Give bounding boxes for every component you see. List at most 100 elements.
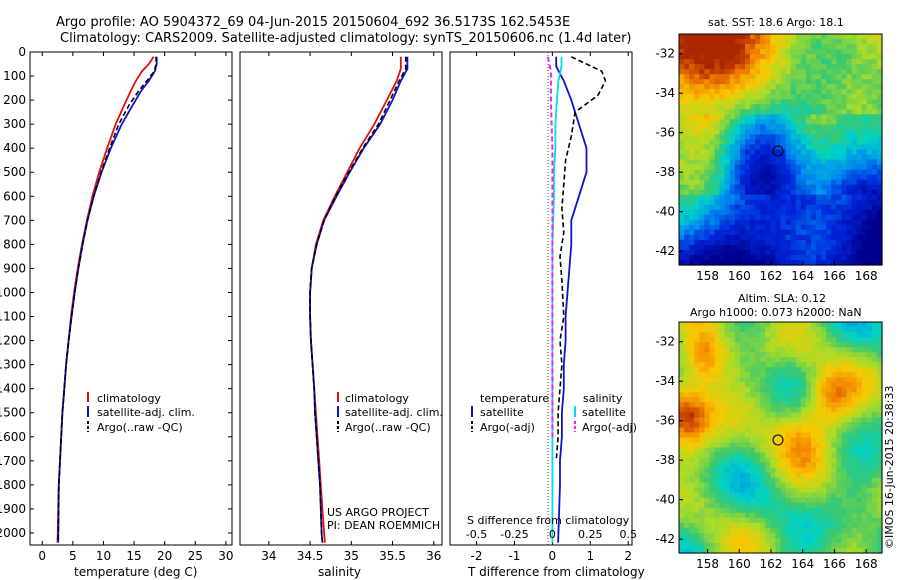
map-cell: [871, 527, 878, 534]
map-cell: [795, 357, 802, 363]
map-cell: [831, 209, 837, 216]
map-cell: [744, 407, 751, 413]
map-cell: [856, 357, 863, 363]
map-cell: [679, 179, 685, 186]
map-cell: [750, 422, 756, 429]
map-cell: [780, 79, 787, 85]
map-cell: [790, 372, 797, 378]
map-cell: [714, 239, 721, 246]
map-cell: [821, 54, 827, 60]
map-cell: [689, 144, 695, 151]
map-cell: [679, 229, 685, 236]
map-cell: [719, 109, 726, 115]
map-cell: [689, 452, 695, 459]
map-cell: [724, 337, 731, 343]
map-cell: [684, 472, 690, 479]
map-cell: [871, 59, 878, 65]
map-cell: [744, 477, 751, 484]
map-cell: [866, 149, 873, 156]
map-cell: [770, 467, 777, 474]
map-cell: [699, 477, 705, 484]
map-cell: [821, 342, 827, 348]
map-cell: [679, 249, 685, 256]
map-cell: [760, 467, 766, 474]
map-cell: [810, 119, 817, 125]
map-cell: [831, 154, 837, 161]
map-cell: [795, 109, 802, 115]
map-cell: [744, 397, 751, 403]
map-cell: [709, 337, 716, 343]
map-cell: [734, 209, 741, 216]
map-cell: [836, 367, 842, 373]
map-cell: [729, 512, 736, 519]
map-cell: [841, 249, 848, 256]
map-cell: [770, 367, 777, 373]
map-cell: [729, 54, 736, 60]
map-cell: [841, 129, 848, 136]
y-tick-label: 800: [3, 237, 26, 251]
map-cell: [775, 174, 782, 181]
map-cell: [724, 64, 731, 70]
map-cell: [805, 342, 812, 348]
map-cell: [734, 134, 741, 141]
map-cell: [714, 517, 721, 524]
map-cell: [760, 392, 766, 398]
map-cell: [790, 49, 797, 55]
map-cell: [775, 214, 782, 221]
map-cell: [836, 442, 842, 449]
map-cell: [719, 542, 726, 549]
map-cell: [770, 204, 777, 211]
map-cell: [851, 34, 858, 40]
map-cell: [744, 332, 751, 338]
map-cell: [876, 372, 883, 378]
map-cell: [836, 527, 842, 534]
map-cell: [679, 382, 685, 388]
map-cell: [780, 104, 787, 110]
map-cell: [795, 372, 802, 378]
map-cell: [750, 84, 756, 90]
map-cell: [770, 392, 777, 398]
map-cell: [714, 214, 721, 221]
map-cell: [836, 377, 842, 383]
map-cell: [714, 417, 721, 424]
map-cell: [861, 472, 868, 479]
map-cell: [856, 204, 863, 211]
map-cell: [724, 397, 731, 403]
map-cell: [790, 417, 797, 424]
map-cell: [689, 149, 695, 156]
map-cell: [805, 442, 812, 449]
map-cell: [836, 427, 842, 434]
legend-t-argo-label: Argo(-adj): [480, 421, 535, 434]
map-cell: [739, 352, 746, 358]
map-cell: [765, 452, 771, 459]
map-cell: [856, 199, 863, 206]
map-cell: [694, 447, 700, 454]
map-cell: [679, 104, 685, 110]
map-cell: [739, 387, 746, 393]
map-cell: [785, 214, 792, 221]
x-tick-label: 162: [760, 557, 783, 571]
map-cell: [709, 219, 716, 226]
map-cell: [861, 94, 868, 100]
map-cell: [866, 397, 873, 403]
map-cell: [866, 229, 873, 236]
map-cell: [821, 357, 827, 363]
map-cell: [871, 259, 878, 266]
map-cell: [750, 387, 756, 393]
map-cell: [856, 189, 863, 196]
map-cell: [861, 412, 868, 419]
map-cell: [729, 407, 736, 413]
map-cell: [876, 104, 883, 110]
map-cell: [836, 542, 842, 549]
map-cell: [775, 517, 782, 524]
map-cell: [689, 427, 695, 434]
map-cell: [734, 94, 741, 100]
map-cell: [800, 347, 807, 353]
map-cell: [709, 387, 716, 393]
map-cell: [841, 139, 848, 146]
map-cell: [841, 377, 848, 383]
map-cell: [689, 119, 695, 125]
map-cell: [724, 189, 731, 196]
map-cell: [846, 119, 853, 125]
map-cell: [704, 59, 711, 65]
